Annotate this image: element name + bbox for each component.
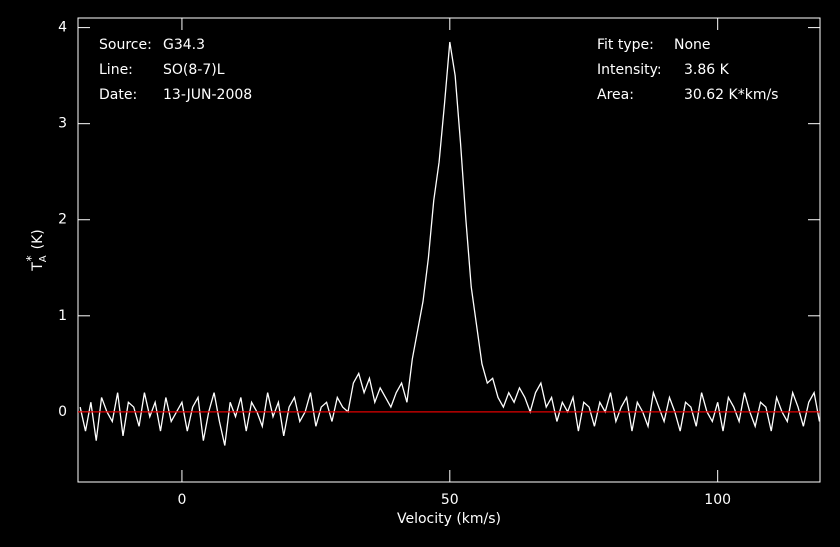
x-tick-label: 0 (177, 492, 186, 508)
x-tick-label: 100 (704, 492, 731, 508)
annotation-value: 30.62 K*km/s (684, 87, 778, 103)
y-tick-label: 0 (58, 404, 67, 420)
annotation-value: 13-JUN-2008 (163, 87, 252, 103)
y-label-subscript: A (38, 255, 49, 262)
y-tick-label: 2 (58, 212, 67, 228)
frame (77, 17, 821, 483)
annotation-value: None (674, 37, 711, 53)
annotation-label: Intensity: (597, 62, 662, 78)
y-label-superscript: * (24, 255, 38, 261)
x-axis-label: Velocity (km/s) (397, 511, 501, 527)
y-tick-label: 1 (58, 308, 67, 324)
y-label-symbol: T (30, 262, 46, 272)
y-axis-label: TA* (K) (24, 229, 50, 272)
annotation-label: Date: (99, 87, 137, 103)
y-label-unit: (K) (30, 229, 46, 249)
annotation-value: G34.3 (163, 37, 205, 53)
y-tick-label: 3 (58, 116, 67, 132)
annotation-label: Source: (99, 37, 152, 53)
annotation-value: SO(8-7)L (163, 62, 225, 78)
annotation-label: Area: (597, 87, 634, 103)
annotation-label: Fit type: (597, 37, 654, 53)
spectrum-line (79, 41, 821, 446)
x-tick-label: 50 (441, 492, 459, 508)
y-tick-label: 4 (58, 20, 67, 36)
annotation-label: Line: (99, 62, 133, 78)
annotation-value: 3.86 K (684, 62, 730, 78)
